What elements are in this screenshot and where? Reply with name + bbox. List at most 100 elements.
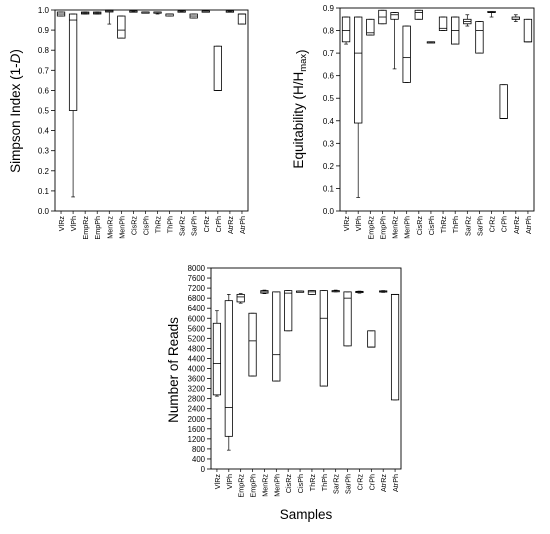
box-ThRz: [153, 11, 162, 15]
box-CisPh: [141, 11, 150, 14]
box-ThPh: [165, 13, 174, 17]
x-tick-label: EmpPh: [93, 216, 102, 240]
x-tick-label: MenPh: [117, 216, 126, 239]
box-CrRz: [201, 10, 210, 13]
x-tick-label: CisRz: [415, 216, 424, 236]
y-tick-label: 0.1: [323, 184, 335, 193]
box-MenPh: [272, 291, 281, 382]
x-tick-label: MenRz: [260, 474, 269, 497]
x-tick-label: CisRz: [284, 474, 293, 494]
x-tick-label: CrPh: [367, 474, 376, 490]
y-tick-label: 2400: [188, 405, 206, 414]
y-tick-label: 1600: [188, 425, 206, 434]
box-iqr: [523, 18, 533, 43]
box-iqr: [499, 84, 508, 119]
box-SarRz: [463, 14, 472, 27]
x-tick-label: EmpPh: [378, 216, 387, 240]
y-tick-label: 0.5: [38, 107, 50, 116]
box-iqr: [366, 18, 375, 36]
box-iqr: [212, 322, 222, 396]
box-iqr: [117, 15, 126, 39]
y-tick-label: 4800: [188, 344, 206, 353]
y-tick-label: 1.0: [38, 6, 50, 15]
box-SarPh: [189, 13, 198, 19]
y-tick-label: 3200: [188, 385, 206, 394]
box-iqr: [390, 293, 400, 401]
box-AtrRz: [225, 10, 235, 13]
y-tick-label: 0.8: [323, 27, 335, 36]
x-tick-label: CrRz: [202, 216, 211, 233]
y-tick-label: 0.1: [38, 187, 50, 196]
box-SarPh: [343, 291, 352, 347]
box-iqr: [68, 13, 78, 111]
box-AtrPh: [523, 18, 533, 43]
x-tick-label: VlRz: [342, 216, 351, 232]
box-CrPh: [367, 330, 376, 348]
x-tick-label: ThRz: [439, 216, 448, 234]
x-tick-label: SarPh: [475, 216, 484, 236]
x-tick-label: CisRz: [129, 216, 138, 236]
y-tick-label: 0.6: [38, 86, 50, 95]
box-iqr: [367, 330, 376, 348]
x-tick-label: MenRz: [105, 216, 114, 239]
plot-frame: [210, 267, 402, 470]
x-tick-label: ThPh: [166, 216, 175, 233]
x-tick-label: AtrPh: [238, 216, 247, 234]
x-tick-label: MenRz: [391, 216, 400, 239]
box-EmpPh: [248, 312, 257, 377]
box-CrRz: [355, 290, 364, 294]
box-SarRz: [177, 10, 186, 13]
y-tick-label: 6400: [188, 304, 206, 313]
box-MenRz: [105, 9, 114, 25]
box-EmpPh: [93, 11, 102, 15]
x-tick-label: VlRz: [213, 474, 222, 490]
box-MenRz: [390, 12, 399, 70]
y-tick-label: 5200: [188, 334, 206, 343]
x-tick-label: CisPh: [141, 216, 150, 235]
y-tick-label: 0.9: [38, 26, 50, 35]
box-EmpRz: [366, 18, 375, 36]
y-tick-label: 2000: [188, 415, 206, 424]
box-iqr: [213, 45, 222, 91]
box-CisRz: [284, 290, 293, 332]
x-tick-label: AtrPh: [391, 474, 400, 492]
x-tick-label: ThRz: [154, 216, 163, 234]
x-tick-label: EmpRz: [366, 216, 375, 240]
box-EmpPh: [378, 9, 387, 25]
x-tick-label: AtrRz: [226, 216, 235, 234]
box-iqr: [319, 290, 328, 387]
box-CisRz: [129, 10, 138, 13]
box-CisPh: [426, 41, 436, 44]
box-MenRz: [260, 289, 269, 294]
box-iqr: [475, 21, 484, 54]
x-tick-label: VlRz: [57, 216, 66, 232]
x-tick-label: CisPh: [296, 474, 305, 493]
box-iqr: [390, 12, 399, 20]
box-iqr: [414, 9, 423, 20]
box-iqr: [343, 291, 352, 347]
box-CrPh: [213, 45, 222, 91]
box-iqr: [284, 290, 293, 332]
y-tick-label: 0.0: [38, 207, 50, 216]
x-tick-label: AtrPh: [524, 216, 533, 234]
x-tick-label: ThPh: [451, 216, 460, 233]
box-VlPh: [224, 294, 233, 451]
box-iqr: [341, 16, 351, 43]
y-tick-label: 6000: [188, 314, 206, 323]
y-tick-label: 0.8: [38, 46, 50, 55]
y-tick-label: 1200: [188, 435, 206, 444]
y-tick-label: 3600: [188, 375, 206, 384]
box-VlRz: [212, 310, 222, 397]
y-tick-label: 4000: [188, 365, 206, 374]
box-MenPh: [402, 25, 411, 83]
y-tick-label: 7200: [188, 284, 206, 293]
x-tick-label: ThPh: [320, 474, 329, 491]
box-AtrRz: [511, 14, 520, 22]
y-tick-label: 5600: [188, 324, 206, 333]
y-tick-label: 0.3: [38, 147, 50, 156]
box-VlRz: [341, 16, 351, 45]
y-tick-label: 0.2: [323, 162, 335, 171]
